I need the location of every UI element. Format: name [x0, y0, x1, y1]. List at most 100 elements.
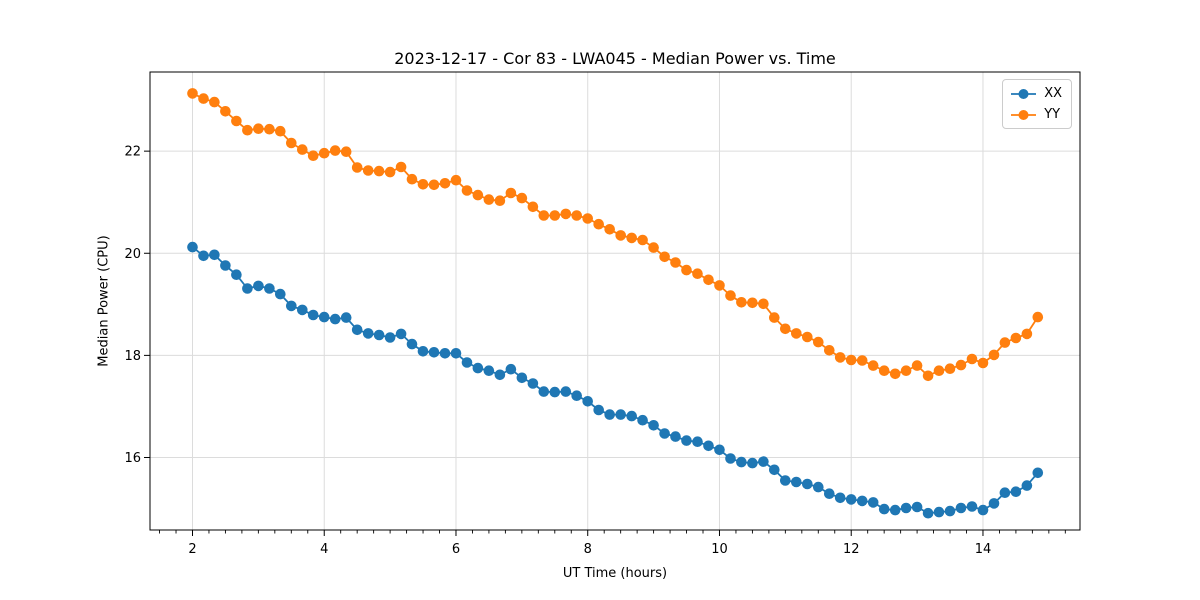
data-point-YY: [637, 234, 648, 246]
data-point-XX: [395, 328, 407, 340]
data-point-XX: [209, 249, 220, 261]
data-point-YY: [373, 165, 385, 177]
data-point-XX: [384, 332, 396, 343]
data-point-XX: [824, 488, 835, 500]
data-point-XX: [780, 475, 791, 486]
data-point-XX: [571, 390, 582, 402]
data-point-XX: [351, 324, 363, 336]
data-point-XX: [198, 250, 209, 262]
data-point-XX: [966, 501, 978, 512]
data-point-XX: [659, 428, 670, 439]
data-point-YY: [384, 166, 396, 178]
data-point-XX: [747, 457, 758, 469]
data-point-YY: [494, 195, 506, 206]
data-point-YY: [802, 331, 813, 343]
data-point-YY: [242, 124, 253, 136]
data-point-YY: [955, 359, 967, 371]
data-point-YY: [889, 368, 901, 380]
data-point-XX: [922, 507, 934, 519]
data-point-YY: [297, 144, 308, 155]
x-tick-label: 2: [188, 542, 196, 557]
data-point-YY: [626, 232, 637, 244]
data-point-YY: [966, 353, 978, 365]
y-axis-label: Median Power (CPU): [96, 235, 112, 367]
data-point-XX: [736, 456, 747, 468]
data-point-XX: [373, 329, 385, 341]
data-point-XX: [1032, 467, 1044, 479]
data-point-XX: [802, 478, 813, 490]
x-tick-label: 12: [843, 542, 860, 557]
data-point-YY: [187, 88, 198, 99]
series-line-YY: [192, 92, 1039, 377]
data-point-YY: [1021, 328, 1033, 340]
data-point-XX: [340, 312, 352, 323]
data-point-YY: [769, 312, 780, 323]
data-point-XX: [615, 409, 626, 420]
data-point-YY: [670, 257, 681, 268]
data-point-YY: [340, 146, 352, 157]
data-point-YY: [604, 224, 615, 235]
data-point-YY: [253, 123, 264, 134]
data-point-YY: [911, 360, 923, 371]
data-point-XX: [483, 365, 495, 377]
data-point-YY: [286, 137, 297, 149]
data-point-YY: [220, 106, 231, 117]
data-point-YY: [648, 242, 659, 253]
data-point-XX: [911, 501, 923, 513]
data-point-YY: [933, 365, 945, 377]
legend-entry-label: YY: [1044, 107, 1061, 122]
data-point-YY: [351, 162, 363, 173]
x-minor-ticks: [159, 530, 1066, 534]
legend-marker-YY: [1018, 109, 1029, 120]
x-tick-label: 10: [711, 542, 728, 557]
data-point-XX: [439, 348, 451, 359]
data-point-XX: [461, 357, 473, 368]
data-point-XX: [670, 431, 681, 442]
data-point-XX: [187, 241, 198, 253]
data-point-YY: [395, 161, 407, 173]
data-point-YY: [362, 165, 374, 176]
data-point-YY: [988, 349, 1000, 361]
data-point-XX: [900, 502, 912, 514]
data-point-XX: [1021, 480, 1033, 491]
data-point-XX: [329, 313, 341, 325]
data-point-YY: [834, 352, 846, 363]
data-point-YY: [527, 201, 539, 213]
data-point-XX: [834, 492, 846, 504]
data-point-YY: [318, 147, 330, 159]
y-ticks: [144, 150, 150, 458]
legend-line-marker-icon-XX: [1011, 88, 1037, 99]
data-point-XX: [955, 502, 967, 514]
data-point-YY: [725, 290, 736, 301]
data-point-XX: [791, 476, 802, 488]
data-point-XX: [648, 420, 659, 431]
data-point-YY: [275, 125, 286, 137]
y-tick-label: 20: [124, 247, 141, 262]
data-point-YY: [428, 179, 440, 191]
data-point-XX: [758, 456, 769, 467]
data-point-XX: [769, 464, 780, 476]
data-point-XX: [703, 440, 714, 452]
data-point-XX: [472, 362, 484, 374]
x-tick-label: 14: [975, 542, 992, 557]
data-point-YY: [505, 187, 517, 199]
data-point-XX: [307, 309, 319, 321]
data-point-XX: [933, 506, 945, 518]
data-point-XX: [286, 300, 297, 312]
data-point-XX: [406, 338, 418, 350]
data-point-YY: [736, 297, 747, 308]
x-tick-label: 8: [584, 542, 592, 557]
data-point-YY: [692, 268, 703, 280]
data-point-XX: [813, 481, 824, 493]
data-point-YY: [922, 370, 934, 382]
data-point-YY: [417, 179, 429, 190]
data-point-XX: [527, 378, 539, 389]
data-point-YY: [307, 150, 319, 161]
data-point-YY: [450, 174, 462, 186]
data-point-YY: [406, 173, 418, 185]
data-point-XX: [494, 369, 506, 381]
data-point-YY: [615, 230, 626, 241]
data-point-XX: [637, 414, 648, 426]
data-point-XX: [231, 269, 242, 281]
